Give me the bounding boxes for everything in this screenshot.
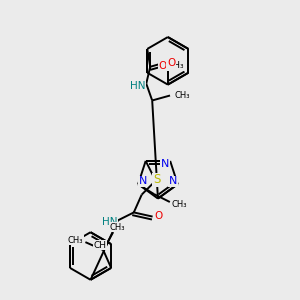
Text: CH₃: CH₃ (109, 223, 125, 232)
Text: S: S (153, 173, 160, 186)
Text: CH₃: CH₃ (174, 91, 190, 100)
Text: N: N (161, 159, 170, 169)
Text: O: O (167, 58, 175, 68)
Text: CH₃: CH₃ (68, 236, 83, 245)
Text: HN: HN (102, 217, 118, 227)
Text: O: O (159, 61, 167, 71)
Text: CH: CH (94, 241, 107, 250)
Text: N: N (139, 176, 147, 186)
Text: CH₃: CH₃ (167, 61, 184, 70)
Text: CH₃: CH₃ (172, 200, 188, 209)
Text: O: O (154, 212, 163, 221)
Text: N: N (169, 176, 177, 186)
Text: HN: HN (130, 81, 145, 91)
